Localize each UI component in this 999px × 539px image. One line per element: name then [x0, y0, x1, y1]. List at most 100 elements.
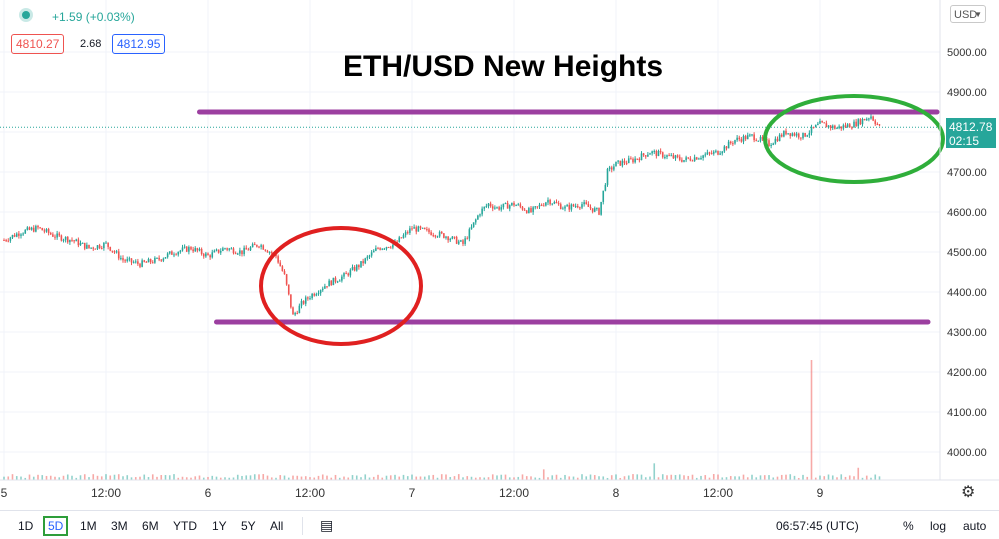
volume-bar [704, 475, 707, 480]
candle-body [778, 134, 781, 142]
volume-bar [211, 475, 214, 480]
volume-bar [547, 477, 549, 480]
candle-body [468, 229, 471, 239]
candle-body [228, 248, 231, 250]
candle-body [806, 135, 809, 137]
candle-body [814, 124, 817, 128]
price-change: +1.59 (+0.03%) [52, 10, 135, 24]
candle-body [249, 247, 252, 251]
candle-body [79, 242, 82, 246]
candle-body [341, 276, 343, 281]
candle-body [236, 253, 239, 255]
candle-body [723, 146, 726, 152]
candle-body [9, 237, 12, 241]
volume-bar [411, 474, 413, 480]
range-5y-button[interactable]: 5Y [241, 519, 256, 533]
volume-bar [831, 475, 834, 480]
candle-body [511, 202, 513, 206]
candle-body [712, 151, 715, 154]
candle-body [343, 273, 345, 277]
candle-body [436, 236, 439, 238]
percent-scale-toggle[interactable]: % [903, 519, 914, 533]
auto-scale-toggle[interactable]: auto [963, 519, 987, 533]
bid-price-box[interactable]: 4810.27 [11, 34, 65, 54]
candle-body [198, 249, 201, 251]
x-tick-label: 12:00 [703, 486, 733, 500]
candle-body [266, 250, 269, 253]
volume-bar [266, 475, 269, 480]
candle-body [772, 143, 775, 145]
candle-body [86, 244, 88, 249]
range-ytd-button[interactable]: YTD [173, 519, 197, 533]
candle-body [430, 232, 432, 236]
volume-bar [368, 477, 371, 480]
range-5d-button[interactable]: 5D [43, 516, 69, 536]
candle-body [576, 205, 579, 208]
volume-bar [258, 474, 260, 480]
volume-bar [232, 477, 235, 480]
candle-body [302, 301, 305, 304]
candle-body [105, 242, 107, 244]
candle-body [466, 238, 469, 240]
volume-bar [15, 476, 18, 480]
candle-body [268, 252, 271, 254]
volume-bar [589, 474, 592, 480]
volume-bar [364, 474, 367, 480]
range-1m-button[interactable]: 1M [80, 519, 97, 533]
volume-bar [245, 475, 248, 480]
candle-body [708, 152, 711, 154]
volume-bar [377, 474, 379, 480]
range-all-button[interactable]: All [270, 519, 284, 533]
candle-body [260, 245, 262, 247]
y-tick-label: 4000.00 [947, 447, 987, 459]
range-3m-button[interactable]: 3M [111, 519, 128, 533]
candle-body [88, 244, 90, 249]
volume-bar [96, 475, 99, 480]
volume-bar [742, 474, 745, 480]
candle-body [559, 204, 562, 210]
candle-body [517, 204, 520, 206]
volume-bar [79, 475, 82, 480]
candle-body [687, 157, 690, 159]
candle-body [56, 233, 58, 238]
candle-body [600, 201, 602, 215]
ask-price-box[interactable]: 4812.95 [112, 34, 166, 54]
currency-selector[interactable]: USD ▼ [950, 5, 986, 23]
candle-body [528, 208, 530, 214]
candle-body [727, 141, 730, 149]
candle-body [644, 155, 647, 157]
volume-bar [827, 474, 830, 480]
candle-body [872, 116, 874, 121]
range-1d-button[interactable]: 1D [18, 519, 34, 533]
candle-body [69, 239, 71, 243]
volume-bar [840, 474, 843, 480]
gear-icon[interactable]: ⚙ [961, 484, 976, 501]
volume-bar [602, 476, 605, 480]
utc-clock[interactable]: 06:57:45 (UTC) [776, 519, 859, 533]
candle-body [49, 233, 52, 235]
candle-body [18, 233, 20, 236]
volume-bar [470, 476, 473, 480]
volume-bar [279, 475, 282, 480]
candle-body [7, 240, 10, 242]
calendar-range-icon[interactable]: ▤ [320, 517, 334, 533]
candle-body [194, 248, 197, 252]
candle-body [154, 257, 156, 263]
candle-body [294, 313, 296, 315]
candle-body [676, 155, 679, 157]
log-scale-toggle[interactable]: log [930, 519, 947, 533]
candle-body [642, 153, 645, 156]
candle-body [496, 207, 498, 209]
candle-body [207, 253, 209, 256]
candle-body [181, 247, 184, 251]
candle-body [156, 257, 158, 259]
volume-bar [819, 475, 821, 480]
candle-body [243, 247, 245, 255]
volume-bar [810, 360, 813, 480]
price-chart[interactable]: 5000.004900.004800.004700.004600.004500.… [0, 0, 999, 510]
range-1y-button[interactable]: 1Y [212, 519, 227, 533]
range-6m-button[interactable]: 6M [142, 519, 159, 533]
candle-body [200, 249, 203, 255]
volume-bar [780, 474, 783, 480]
